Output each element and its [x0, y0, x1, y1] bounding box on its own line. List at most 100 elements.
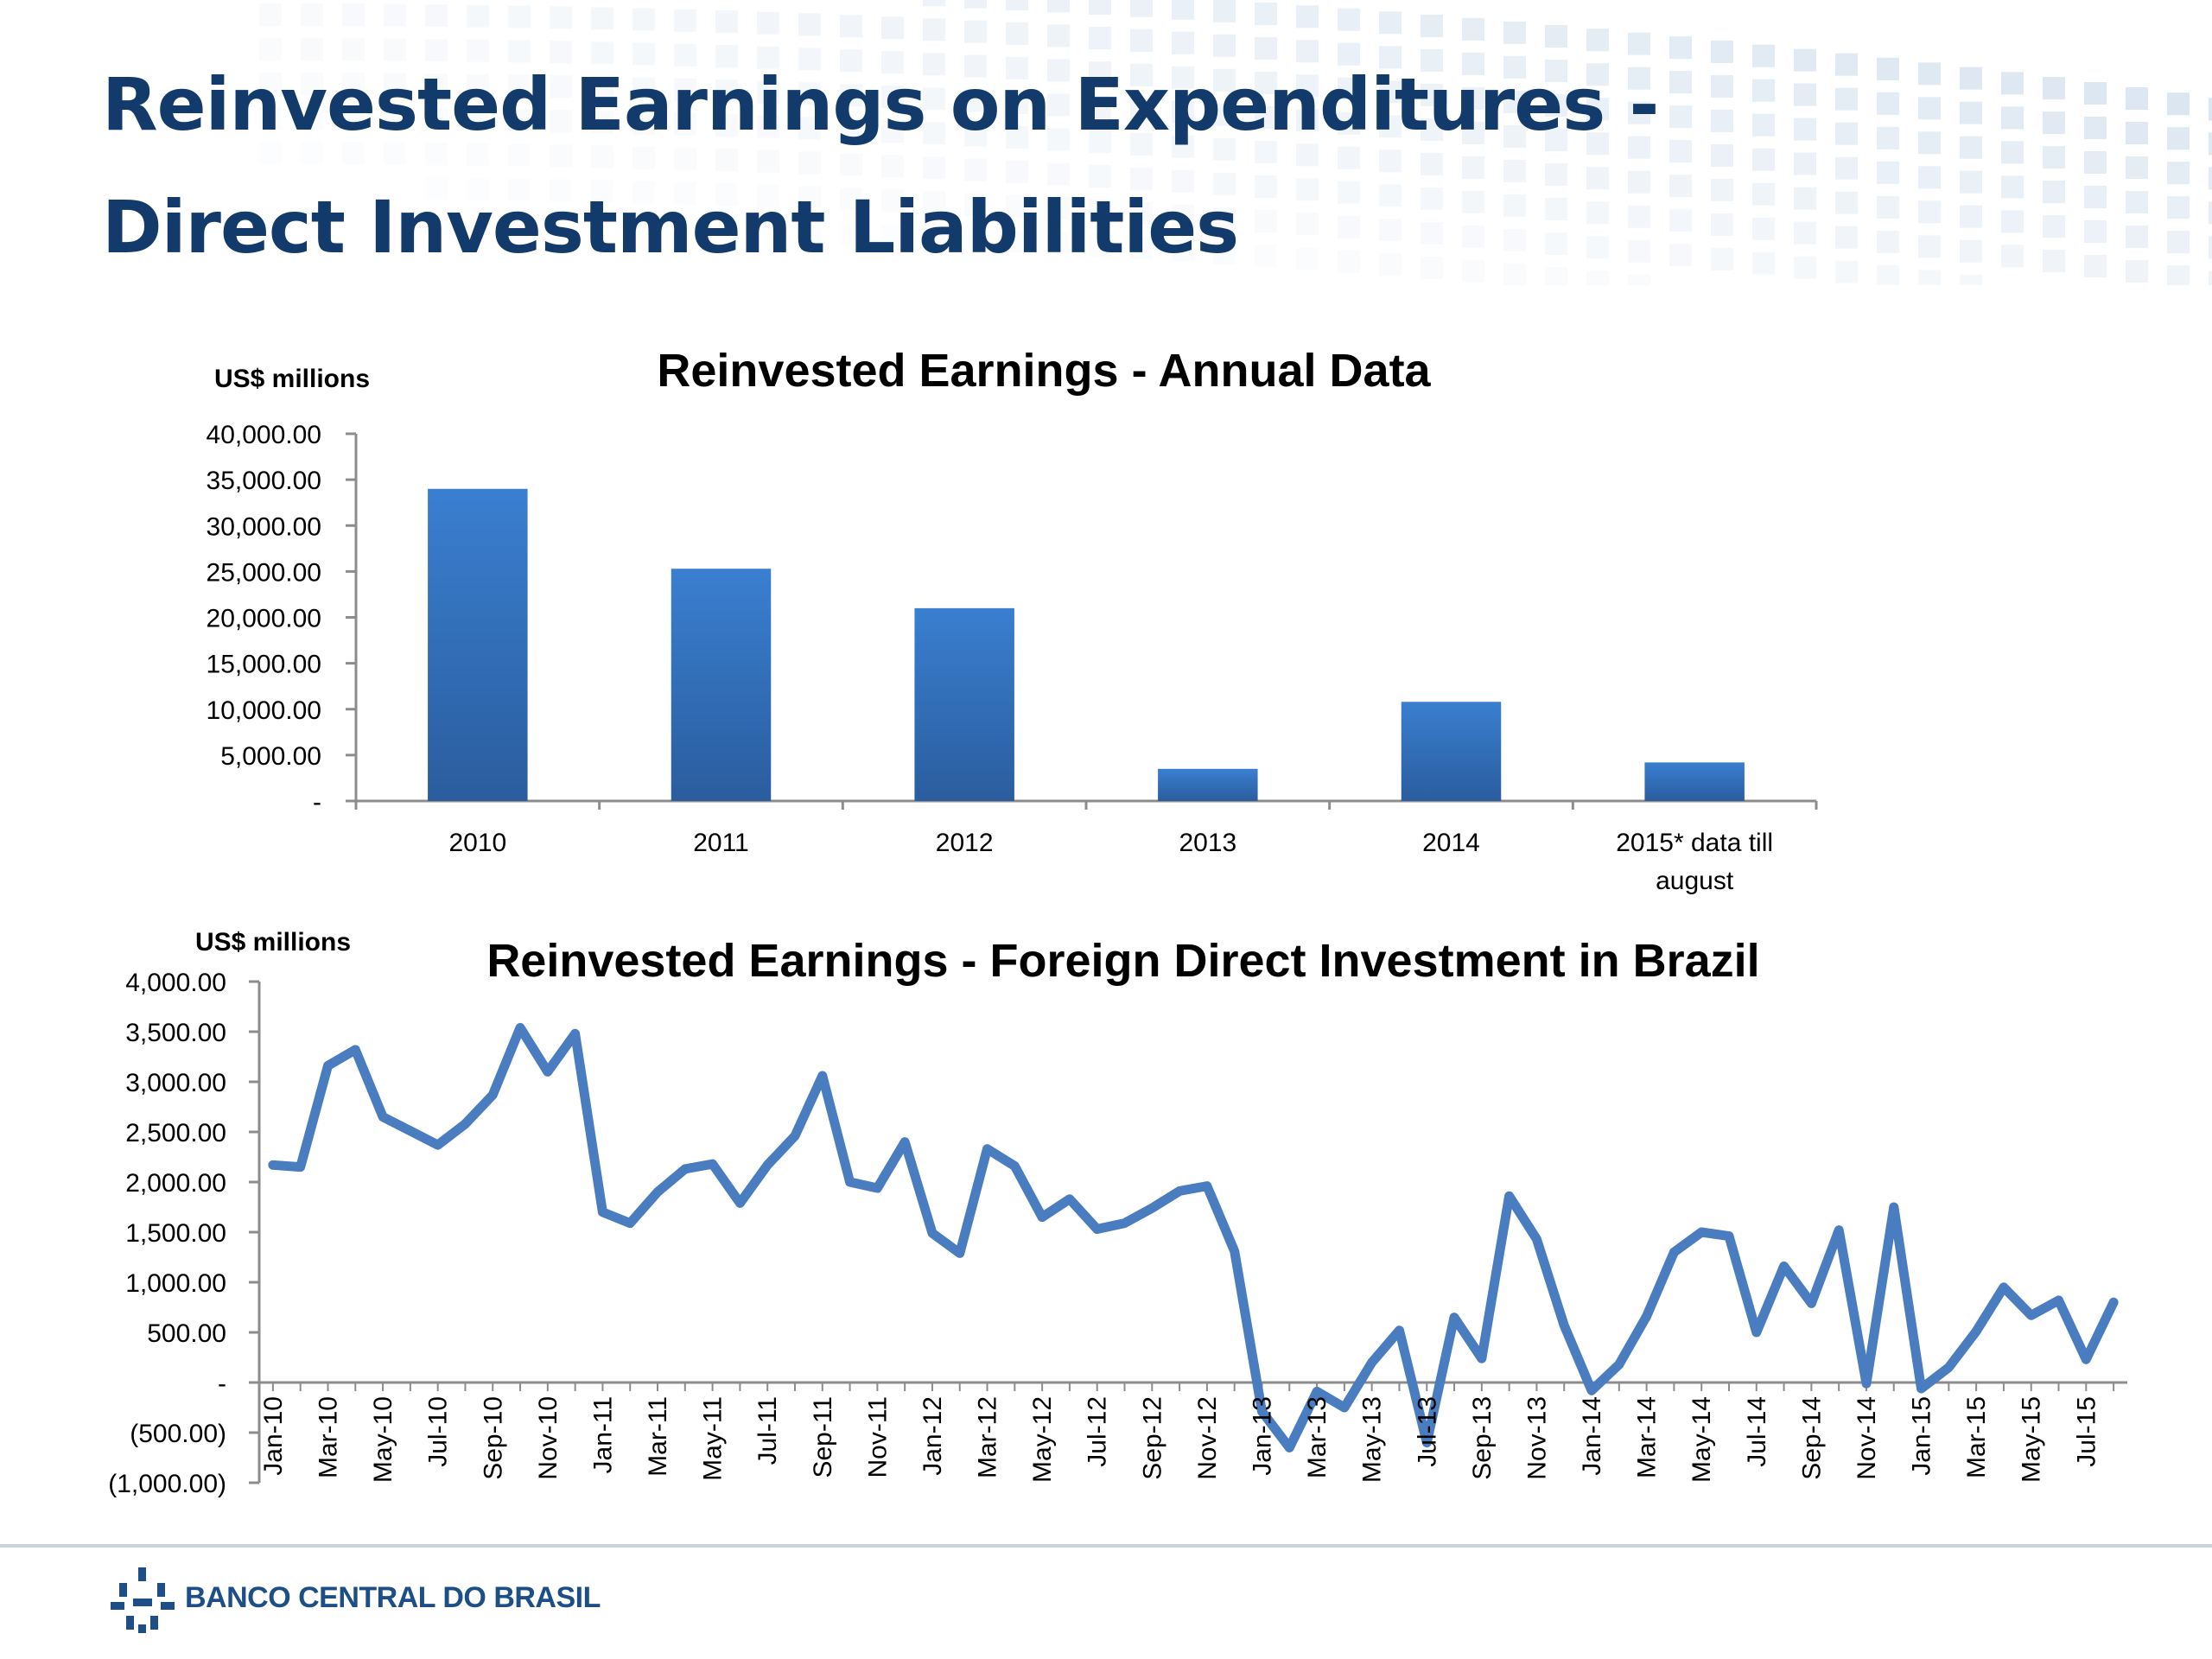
- decor-square: [1545, 198, 1567, 220]
- x-tick-label: Jul-14: [1743, 1396, 1771, 1467]
- data-point-Nov-14: [1866, 1382, 1867, 1385]
- decor-square: [1255, 175, 1277, 198]
- decor-square: [550, 75, 572, 99]
- decor-square: [1586, 167, 1609, 190]
- decor-square: [1047, 93, 1070, 117]
- decor-square: [923, 18, 945, 41]
- decor-square: [342, 38, 365, 61]
- data-point-Nov-11: [876, 1187, 879, 1189]
- data-point-Jan-13: [1261, 1410, 1263, 1413]
- x-tick-label: Nov-11: [863, 1396, 892, 1478]
- decor-square: [259, 38, 282, 60]
- decor-square: [2167, 265, 2190, 285]
- decor-square: [2043, 215, 2065, 238]
- data-point-Feb-14: [1618, 1363, 1620, 1366]
- data-point-Jun-15: [2057, 1299, 2060, 1301]
- data-point-Dec-10: [574, 1033, 576, 1035]
- decor-square: [1379, 184, 1402, 207]
- decor-square: [1835, 191, 1858, 214]
- y-tick-label: 2,000.00: [125, 1169, 226, 1198]
- x-tick-label: Nov-14: [1853, 1396, 1881, 1480]
- decor-square: [384, 38, 406, 61]
- decor-square: [715, 114, 738, 137]
- decor-square: [1089, 0, 1111, 16]
- decor-square: [1711, 109, 1733, 132]
- data-point-Oct-14: [1838, 1229, 1840, 1231]
- data-point-Feb-15: [1948, 1366, 1950, 1369]
- decor-square: [1918, 235, 1941, 258]
- decor-square: [1669, 71, 1692, 94]
- decor-square: [1421, 153, 1443, 175]
- decor-square: [2167, 196, 2190, 219]
- decor-square: [1006, 56, 1028, 79]
- decor-square: [964, 124, 987, 147]
- x-tick-label: Jul-10: [424, 1396, 453, 1467]
- data-point-Apr-12: [1014, 1165, 1016, 1167]
- decor-square: [1338, 77, 1360, 100]
- decor-square: [1421, 84, 1443, 106]
- data-point-Feb-11: [629, 1222, 632, 1224]
- data-point-Jun-10: [409, 1129, 411, 1132]
- decor-square: [1338, 181, 1360, 204]
- decor-square: [1047, 128, 1070, 151]
- x-tick-label: Sep-10: [479, 1396, 507, 1480]
- decor-square: [1006, 194, 1028, 218]
- decor-square: [425, 39, 448, 62]
- decor-square: [2126, 156, 2148, 179]
- data-point-Jun-14: [1728, 1235, 1730, 1237]
- decor-square: [1089, 200, 1111, 223]
- decor-square: [757, 115, 779, 138]
- y-tick-label: 25,000.00: [207, 558, 321, 587]
- decor-square: [591, 7, 613, 30]
- decor-square: [1296, 74, 1319, 98]
- decor-square: [467, 73, 489, 97]
- data-point-May-13: [1370, 1361, 1373, 1363]
- decor-square: [1752, 113, 1775, 137]
- x-tick-label: Mar-11: [644, 1396, 672, 1477]
- data-point-Sep-13: [1480, 1357, 1483, 1360]
- decor-square: [1379, 149, 1402, 173]
- data-point-Mar-12: [986, 1147, 988, 1150]
- decor-square: [550, 41, 572, 64]
- x-tick-label: Nov-12: [1193, 1396, 1222, 1480]
- decor-square: [1130, 63, 1153, 86]
- bar-2010: [428, 488, 528, 801]
- decor-square: [259, 3, 282, 26]
- decor-square: [1172, 66, 1194, 89]
- data-point-Jul-11: [766, 1164, 769, 1166]
- x-tick-label: Mar-14: [1633, 1396, 1662, 1478]
- decor-square: [1462, 121, 1484, 144]
- decor-square: [1794, 83, 1816, 106]
- decor-square: [1338, 111, 1360, 135]
- decor-square: [881, 155, 904, 178]
- decor-square: [1628, 136, 1650, 159]
- x-tick-label: Mar-13: [1303, 1396, 1332, 1478]
- decor-square: [1213, 172, 1236, 195]
- decor-square: [2209, 132, 2212, 156]
- decor-square: [1752, 217, 1775, 240]
- data-point-Jun-13: [1398, 1329, 1401, 1332]
- decor-square: [757, 11, 779, 35]
- decor-square: [550, 144, 572, 168]
- decor-square: [1877, 264, 1899, 285]
- decor-square: [1338, 42, 1360, 66]
- decor-square: [632, 111, 655, 135]
- decor-square: [1089, 96, 1111, 119]
- decor-square: [798, 117, 821, 140]
- footer-divider: [0, 1544, 2212, 1548]
- decor-square: [1172, 31, 1194, 54]
- decor-square: [881, 86, 904, 109]
- decor-square: [715, 79, 738, 103]
- y-tick-label: 20,000.00: [207, 605, 321, 633]
- decor-square: [964, 89, 987, 112]
- decor-square: [1628, 239, 1650, 263]
- decor-square: [1877, 92, 1899, 115]
- slide-title-line-1: Reinvested Earnings on Expenditures -: [102, 62, 1659, 147]
- decor-square: [425, 108, 448, 131]
- decor-square: [1213, 68, 1236, 92]
- decor-square: [1918, 97, 1941, 120]
- data-point-Apr-11: [683, 1167, 686, 1170]
- decor-square: [1586, 270, 1609, 285]
- decor-square: [591, 76, 613, 99]
- decor-square: [1628, 170, 1650, 194]
